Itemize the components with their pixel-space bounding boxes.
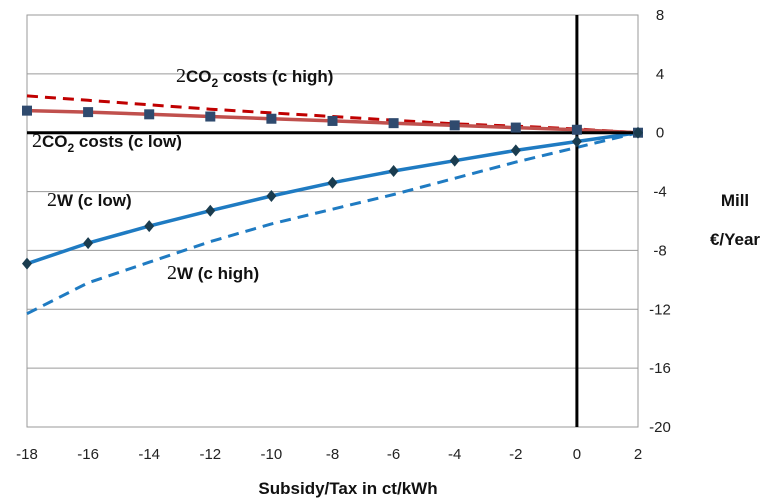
x-tick-labels: -18 -16 -14 -12 -10 -8 -6 -4 -2 0 2 [16,446,642,463]
reference-lines [27,15,638,427]
marker-square [144,109,155,120]
annotation-symbol: 2 [167,262,177,284]
marker-diamond [22,257,32,270]
y-tick-label: 0 [656,125,664,142]
y-axis-title-line1: Mill [721,191,749,210]
marker-square [205,111,216,122]
annotation-subscript: 2 [68,141,75,155]
marker-group [22,105,643,270]
y-tick-label: -12 [649,301,671,318]
x-axis-title: Subsidy/Tax in ct/kWh [258,479,437,498]
y-tick-label: -20 [649,419,671,436]
y-tick-labels: 8 4 0 -4 -8 -12 -16 -20 [649,7,671,436]
marker-diamond [205,204,216,217]
marker-diamond [327,176,338,189]
y-tick-label: -16 [649,360,671,377]
annotation-w-c-high: 2W (c high) [167,262,259,284]
annotation-subscript: 2 [212,76,219,90]
x-tick-label: 2 [634,446,642,463]
x-tick-label: -18 [16,446,38,463]
x-tick-label: -10 [261,446,283,463]
annotation-symbol: 2 [176,65,186,87]
annotation-text: CO [42,132,68,151]
annotation-tail: costs (c low) [74,132,182,151]
marker-diamond [83,237,94,250]
marker-diamond [571,135,582,148]
marker-square [449,120,460,131]
marker-square [266,113,277,124]
annotation-text: CO [186,67,212,86]
marker-square [510,122,521,133]
annotation-symbol: 2 [47,189,57,211]
y-tick-label: 8 [656,7,664,24]
plot-area-border [26,14,639,428]
y-tick-label: -8 [653,242,666,259]
x-tick-label: -6 [387,446,400,463]
x-tick-label: -8 [326,446,339,463]
marker-square [22,105,32,116]
x-tick-label: -4 [448,446,461,463]
y-axis-title-line2: €/Year [710,230,760,249]
x-tick-label: -14 [138,446,160,463]
annotation-co2-costs-c-high: 2CO2 costs (c high) [176,65,333,90]
x-tick-label: -16 [77,446,99,463]
annotation-co2-costs-c-low: 2CO2 costs (c low) [32,130,182,155]
marker-square [327,115,338,126]
annotation-symbol: 2 [32,130,42,152]
marker-square [388,118,399,129]
marker-diamond [510,144,521,157]
marker-square [571,124,582,135]
y-tick-label: 4 [656,66,664,83]
series-line-3 [26,131,639,316]
x-tick-label: -12 [199,446,221,463]
marker-diamond [144,220,155,233]
marker-diamond [449,154,460,167]
marker-diamond [633,126,643,139]
x-tick-label: -2 [509,446,522,463]
marker-diamond [388,164,399,177]
annotation-text: W (c high) [177,264,259,283]
annotation-w-c-low: 2W (c low) [47,189,132,211]
y-tick-label: -4 [653,184,666,201]
annotation-text: W (c low) [57,191,132,210]
x-tick-label: 0 [573,446,581,463]
annotation-tail: costs (c high) [218,67,333,86]
marker-square [83,107,94,118]
marker-diamond [266,189,277,202]
